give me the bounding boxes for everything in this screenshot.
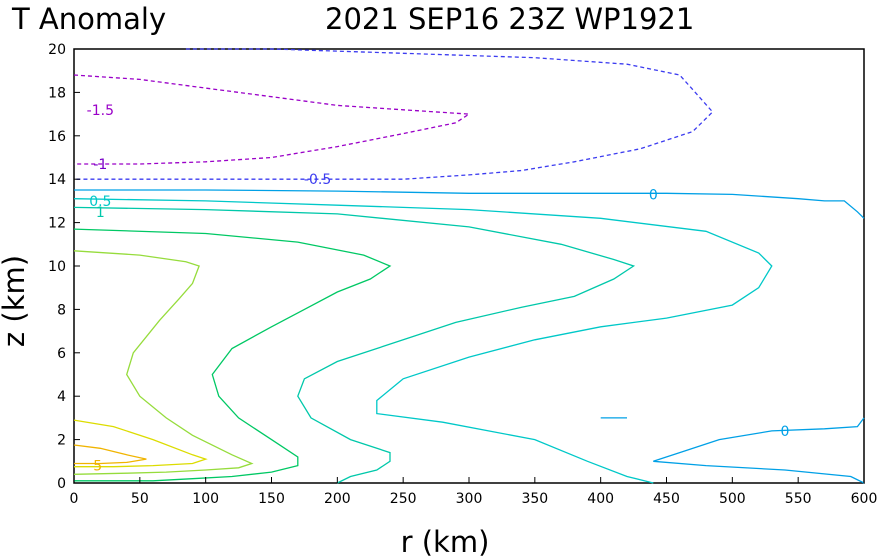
x-tick-label: 400 xyxy=(587,491,614,507)
y-axis-label: z (km) xyxy=(0,255,31,347)
x-tick-label: 550 xyxy=(785,491,812,507)
chart-title-right: 2021 SEP16 23Z WP1921 xyxy=(325,2,694,36)
contour-label-2: -0.5 xyxy=(304,172,331,188)
y-tick-label: 0 xyxy=(57,476,66,492)
contour-line-7 xyxy=(73,206,636,484)
y-tick-label: 16 xyxy=(48,129,66,145)
x-axis-ticks: 0 50 100 150 200 250 300 350 400 450 500 550 600 xyxy=(70,477,878,507)
x-tick-label: 350 xyxy=(521,491,548,507)
contour-label-3: 0 xyxy=(649,187,658,203)
x-tick-label: 200 xyxy=(324,491,351,507)
y-tick-label: 18 xyxy=(48,85,66,101)
contour-layer: -1.5 -1 -0.5 0 0 0.51 5 xyxy=(73,48,865,484)
contour-line-0 xyxy=(73,74,471,165)
contour-line-8 xyxy=(73,228,392,482)
contour-label-7: 1 xyxy=(96,205,105,221)
y-tick-label: 12 xyxy=(48,216,66,232)
x-tick-label: 50 xyxy=(131,491,149,507)
contour-label-1: -1 xyxy=(93,157,107,173)
contour-label-4: 0 xyxy=(781,424,790,440)
y-tick-label: 4 xyxy=(57,389,66,405)
x-tick-label: 450 xyxy=(653,491,680,507)
contour-line-10 xyxy=(73,419,208,468)
chart-title-left: T Anomaly xyxy=(11,2,166,36)
y-tick-label: 2 xyxy=(57,433,66,449)
contour-line-3 xyxy=(74,189,865,219)
contour-line-4 xyxy=(653,417,865,484)
x-tick-label: 600 xyxy=(851,491,878,507)
x-tick-label: 0 xyxy=(70,491,79,507)
contour-label-6: 0.5 xyxy=(89,194,111,210)
x-axis-label: r (km) xyxy=(401,525,490,559)
y-tick-label: 6 xyxy=(57,346,66,362)
contour-line-6 xyxy=(73,198,773,484)
y-tick-label: 20 xyxy=(48,42,66,58)
contour-line-2 xyxy=(74,48,714,180)
plot-frame xyxy=(73,48,865,484)
contour-label-0: -1.5 xyxy=(87,103,114,119)
x-tick-label: 300 xyxy=(456,491,483,507)
x-tick-label: 500 xyxy=(719,491,746,507)
y-tick-label: 14 xyxy=(48,172,66,188)
y-tick-label: 8 xyxy=(57,302,66,318)
y-axis-ticks: 0 2 4 6 8 10 12 14 16 18 20 xyxy=(48,42,80,492)
x-tick-label: 250 xyxy=(390,491,417,507)
x-tick-label: 150 xyxy=(258,491,285,507)
x-tick-label: 100 xyxy=(192,491,219,507)
y-tick-label: 10 xyxy=(48,259,66,275)
contour-line-11 xyxy=(73,444,147,465)
contour-label-11: 5 xyxy=(93,459,102,475)
contour-line-9 xyxy=(73,250,254,475)
